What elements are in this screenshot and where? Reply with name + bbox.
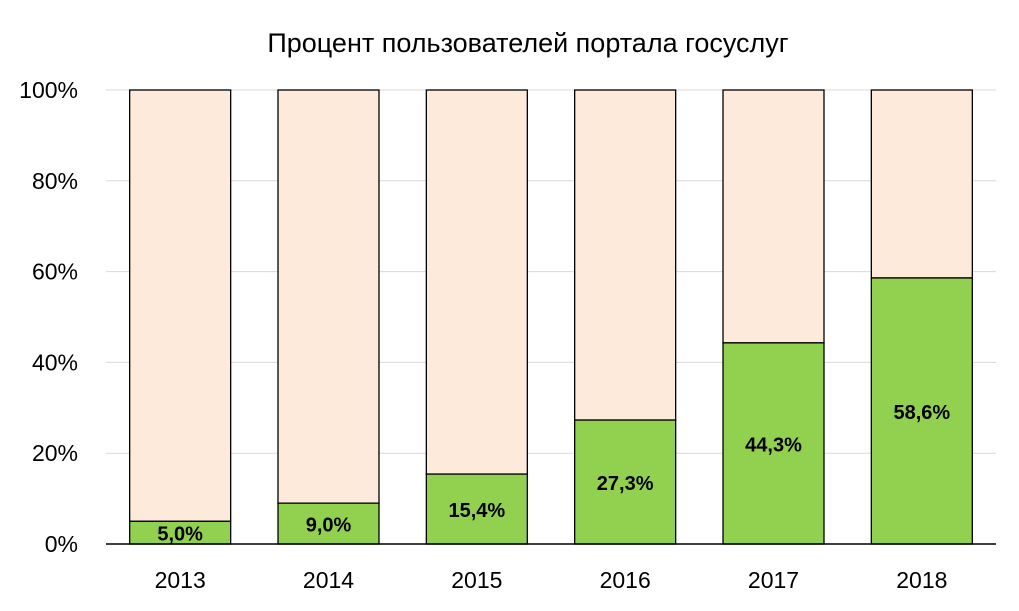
x-tick-label: 2017 bbox=[748, 567, 799, 593]
y-tick-label: 20% bbox=[32, 440, 78, 466]
bar-value-2014 bbox=[277, 502, 380, 545]
data-label: 9,0% bbox=[306, 515, 352, 537]
y-tick-label: 0% bbox=[45, 531, 78, 557]
x-tick-label: 2016 bbox=[600, 567, 651, 593]
bar-remainder-2017 bbox=[722, 89, 825, 344]
y-tick-label: 40% bbox=[32, 349, 78, 375]
bars bbox=[129, 89, 973, 545]
x-tick-label: 2015 bbox=[451, 567, 502, 593]
bar-remainder-2015 bbox=[425, 89, 528, 475]
y-tick-label: 100% bbox=[19, 77, 78, 103]
y-axis-tick-labels: 0% 20% 40% 60% 80% 100% bbox=[19, 77, 78, 557]
y-tick-label: 60% bbox=[32, 259, 78, 285]
bar-remainder-2016 bbox=[574, 89, 677, 421]
data-label: 27,3% bbox=[597, 473, 654, 495]
x-tick-label: 2013 bbox=[155, 567, 206, 593]
data-label: 5,0% bbox=[157, 524, 203, 546]
bar-remainder-2014 bbox=[277, 89, 380, 504]
data-labels: 5,0% 9,0% 15,4% 27,3% 44,3% 58,6% bbox=[157, 402, 950, 546]
chart-title: Процент пользователей портала госуслуг bbox=[267, 28, 788, 58]
x-axis-tick-labels: 2013 2014 2015 2016 2017 2018 bbox=[155, 567, 948, 593]
bar-value-2016 bbox=[574, 419, 677, 545]
bar-remainder-2013 bbox=[129, 89, 232, 522]
y-tick-label: 80% bbox=[32, 168, 78, 194]
x-tick-label: 2014 bbox=[303, 567, 354, 593]
bar-value-2015 bbox=[425, 473, 528, 545]
data-label: 15,4% bbox=[448, 500, 505, 522]
bar-remainder-2018 bbox=[870, 89, 973, 279]
data-label: 58,6% bbox=[893, 402, 950, 424]
x-tick-label: 2018 bbox=[896, 567, 947, 593]
bar-value-2017 bbox=[722, 342, 825, 545]
data-label: 44,3% bbox=[745, 434, 802, 456]
gridlines bbox=[106, 89, 996, 454]
bar-value-2018 bbox=[870, 277, 973, 545]
